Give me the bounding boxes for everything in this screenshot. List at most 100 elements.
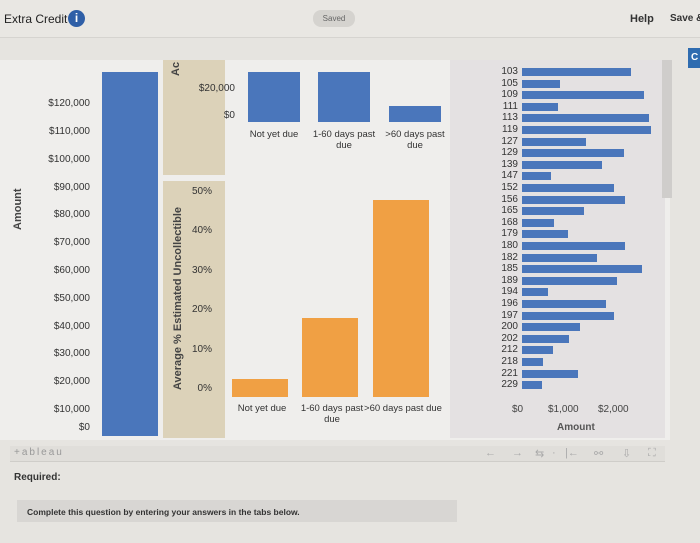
customer-label: 105: [501, 77, 518, 89]
required-label: Required:: [14, 472, 61, 483]
right-x-axis-label: Amount: [557, 422, 595, 433]
customer-label: 111: [502, 100, 518, 112]
customer-bar[interactable]: [522, 172, 551, 181]
y-tick: $40,000: [53, 320, 90, 332]
customer-bar[interactable]: [522, 91, 644, 100]
customer-bar[interactable]: [522, 323, 581, 332]
customer-label: 185: [501, 263, 518, 275]
y-tick: $30,000: [53, 348, 90, 360]
customer-label: 109: [501, 89, 518, 101]
customer-label: 147: [501, 170, 518, 182]
customer-label: 179: [501, 228, 518, 240]
reset-icon[interactable]: |←: [565, 447, 579, 459]
customer-label: 202: [501, 332, 518, 344]
info-icon[interactable]: i: [68, 10, 85, 27]
share-icon[interactable]: ⚯: [594, 448, 604, 460]
y-tick: $80,000: [53, 209, 90, 221]
y-tick: $0: [223, 110, 235, 121]
y-tick: $50,000: [53, 292, 90, 304]
customer-bar[interactable]: [522, 68, 632, 76]
tableau-toolbar: [10, 446, 665, 462]
customer-bar[interactable]: [522, 346, 553, 355]
customer-label: 152: [501, 182, 518, 193]
customer-label: 218: [501, 356, 518, 367]
customer-label: 212: [501, 344, 518, 356]
customer-bar[interactable]: [522, 253, 597, 262]
y-tick: 20%: [191, 304, 212, 315]
y-tick: $70,000: [53, 237, 90, 249]
customer-label: 165: [501, 205, 518, 217]
fullscreen-icon[interactable]: ⛶: [648, 447, 656, 459]
y-tick: $120,000: [48, 98, 90, 110]
y-tick: 10%: [191, 343, 212, 355]
customer-bar[interactable]: [522, 276, 618, 285]
y-tick: $110,000: [49, 126, 90, 137]
customer-bar[interactable]: [522, 184, 614, 192]
customer-label: 168: [501, 216, 518, 228]
tableau-logo: +ableau: [14, 447, 64, 458]
y-tick: 30%: [191, 264, 212, 276]
customer-label: 127: [501, 135, 518, 147]
customer-bar[interactable]: [522, 218, 555, 227]
y-tick: 0%: [197, 383, 212, 394]
ar-bar[interactable]: [248, 72, 300, 122]
customer-bar[interactable]: [522, 381, 542, 390]
ar-bar[interactable]: [318, 72, 370, 122]
y-tick: $90,000: [53, 181, 90, 193]
y-tick: 50%: [191, 185, 212, 197]
amount-bar[interactable]: [102, 72, 158, 436]
customer-bar[interactable]: [522, 369, 578, 378]
customer-bar[interactable]: [522, 265, 643, 274]
redo-icon[interactable]: →: [512, 447, 523, 459]
x-category: 1-60 days past due: [300, 403, 364, 425]
ar-bar[interactable]: [389, 105, 441, 122]
customer-label: 189: [501, 274, 518, 286]
instructions-banner: Complete this question by entering your …: [17, 500, 457, 522]
pct-bar[interactable]: [373, 199, 429, 397]
customer-label: 103: [501, 66, 518, 77]
help-button[interactable]: Help: [630, 13, 654, 25]
pct-bar[interactable]: [232, 379, 288, 397]
customer-label: 194: [501, 286, 518, 298]
customer-bar[interactable]: [522, 311, 615, 320]
y-tick: $20,000: [53, 376, 90, 388]
customer-bar[interactable]: [522, 137, 587, 146]
customer-bar[interactable]: [522, 300, 607, 308]
undo-icon[interactable]: ←: [485, 447, 496, 459]
customer-bar[interactable]: [522, 114, 649, 123]
download-icon[interactable]: ⇩: [622, 448, 632, 460]
customer-bar[interactable]: [522, 288, 549, 297]
x-category: 1-60 days past due: [312, 129, 376, 151]
customer-bar[interactable]: [522, 160, 603, 169]
customer-bar[interactable]: [522, 79, 561, 88]
revert-icon[interactable]: ⇆: [535, 448, 545, 460]
panel-divider: [163, 175, 440, 181]
ac-axis-label: Ac: [170, 61, 182, 76]
assignment-title: Extra Credit: [4, 12, 68, 26]
customer-bar[interactable]: [522, 102, 559, 111]
customer-bar[interactable]: [522, 358, 543, 366]
customer-label: 180: [501, 240, 518, 251]
customer-bar[interactable]: [522, 126, 652, 134]
amount-axis-label: Amount: [12, 188, 24, 230]
scrollbar[interactable]: [662, 60, 672, 198]
x-category: Not yet due: [249, 129, 299, 140]
customer-label: 197: [501, 309, 518, 321]
customer-label: 139: [501, 158, 518, 170]
customer-bar[interactable]: [522, 149, 625, 158]
customer-label: 229: [501, 379, 518, 391]
customer-bar[interactable]: [522, 207, 585, 216]
pause-icon[interactable]: ·: [552, 447, 556, 459]
y-tick: $20,000: [198, 83, 235, 94]
y-tick: $10,000: [53, 404, 90, 415]
save-exit-button[interactable]: Save &: [670, 13, 700, 24]
customer-bar[interactable]: [522, 242, 625, 250]
customer-bar[interactable]: [522, 195, 626, 204]
x-category: >60 days past due: [364, 403, 442, 414]
customer-bar[interactable]: [522, 334, 569, 343]
customer-bar[interactable]: [522, 230, 569, 239]
corner-button[interactable]: C: [688, 48, 700, 68]
y-tick: 40%: [191, 225, 212, 236]
pct-bar[interactable]: [302, 318, 358, 397]
x-tick: $0: [512, 404, 524, 415]
